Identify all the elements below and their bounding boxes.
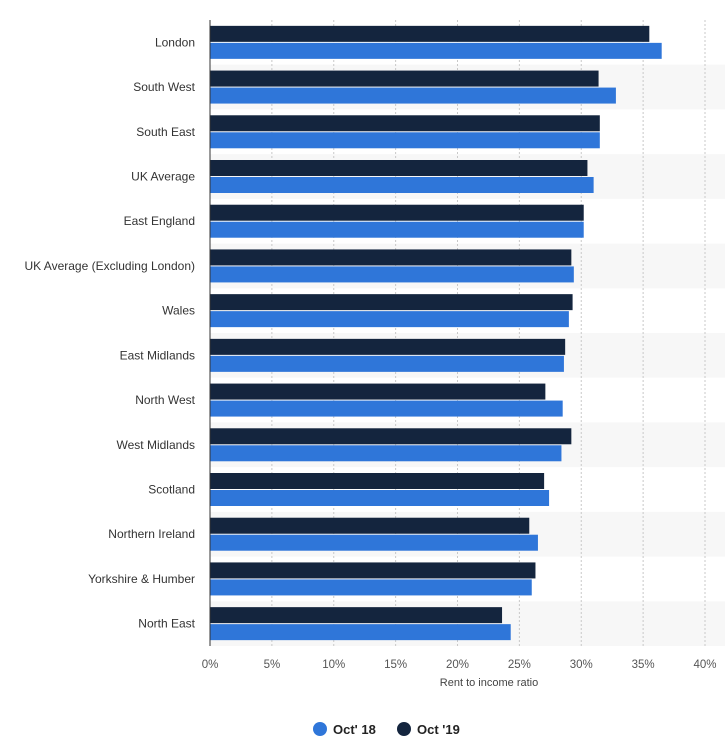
- bar: [210, 579, 532, 596]
- category-label: UK Average: [131, 170, 195, 184]
- category-label: North West: [135, 393, 195, 407]
- bar: [210, 562, 536, 579]
- row-bands: [210, 64, 725, 646]
- bar: [210, 383, 546, 400]
- bar: [210, 490, 550, 506]
- bar: [210, 249, 572, 266]
- bar: [210, 517, 530, 534]
- bar: [210, 87, 616, 104]
- category-label: South East: [136, 125, 195, 139]
- bars: [210, 25, 662, 641]
- bar: [210, 338, 566, 355]
- bar: [210, 607, 503, 624]
- bar: [210, 204, 584, 221]
- legend: Oct' 18 Oct '19: [313, 722, 460, 737]
- bar: [210, 132, 600, 149]
- bar: [210, 42, 662, 59]
- category-label: Yorkshire & Humber: [88, 572, 195, 586]
- category-label: North East: [138, 617, 195, 631]
- bar: [210, 160, 588, 176]
- bar: [210, 400, 563, 417]
- bar: [210, 221, 584, 238]
- x-tick-label: 25%: [508, 659, 531, 671]
- category-label: UK Average (Excluding London): [24, 259, 195, 273]
- bar: [210, 428, 572, 445]
- category-labels: London South West South East UK Average East…: [24, 35, 195, 630]
- x-tick-label: 5%: [264, 659, 281, 671]
- category-label: West Midlands: [117, 438, 195, 452]
- x-tick-label: 40%: [693, 659, 716, 671]
- bar: [210, 266, 574, 283]
- bar: [210, 311, 569, 328]
- category-label: Northern Ireland: [108, 527, 195, 541]
- category-label: East Midlands: [120, 348, 195, 362]
- legend-label: Oct '19: [417, 722, 460, 737]
- bar: [210, 624, 511, 641]
- x-tick-labels: 0% 5% 10% 15% 20% 25% 30% 35% 40%: [202, 659, 717, 671]
- x-tick-label: 35%: [632, 659, 655, 671]
- x-tick-label: 10%: [322, 659, 345, 671]
- category-label: London: [155, 35, 195, 49]
- bar: [210, 473, 545, 489]
- legend-marker: [313, 722, 327, 736]
- category-label: South West: [133, 80, 195, 94]
- x-tick-label: 20%: [446, 659, 469, 671]
- x-axis-title: Rent to income ratio: [440, 677, 538, 689]
- bar: [210, 115, 600, 132]
- bar: [210, 70, 599, 87]
- x-tick-label: 30%: [570, 659, 593, 671]
- legend-marker: [397, 722, 411, 736]
- bar: [210, 177, 594, 193]
- bar: [210, 445, 562, 462]
- category-label: Scotland: [148, 483, 195, 497]
- legend-label: Oct' 18: [333, 722, 376, 737]
- bar: [210, 534, 538, 551]
- bar: [210, 355, 564, 372]
- bar: [210, 294, 573, 311]
- x-tick-label: 0%: [202, 659, 219, 671]
- bar: [210, 25, 650, 42]
- x-tick-label: 15%: [384, 659, 407, 671]
- category-label: Wales: [162, 304, 195, 318]
- category-label: East England: [124, 214, 195, 228]
